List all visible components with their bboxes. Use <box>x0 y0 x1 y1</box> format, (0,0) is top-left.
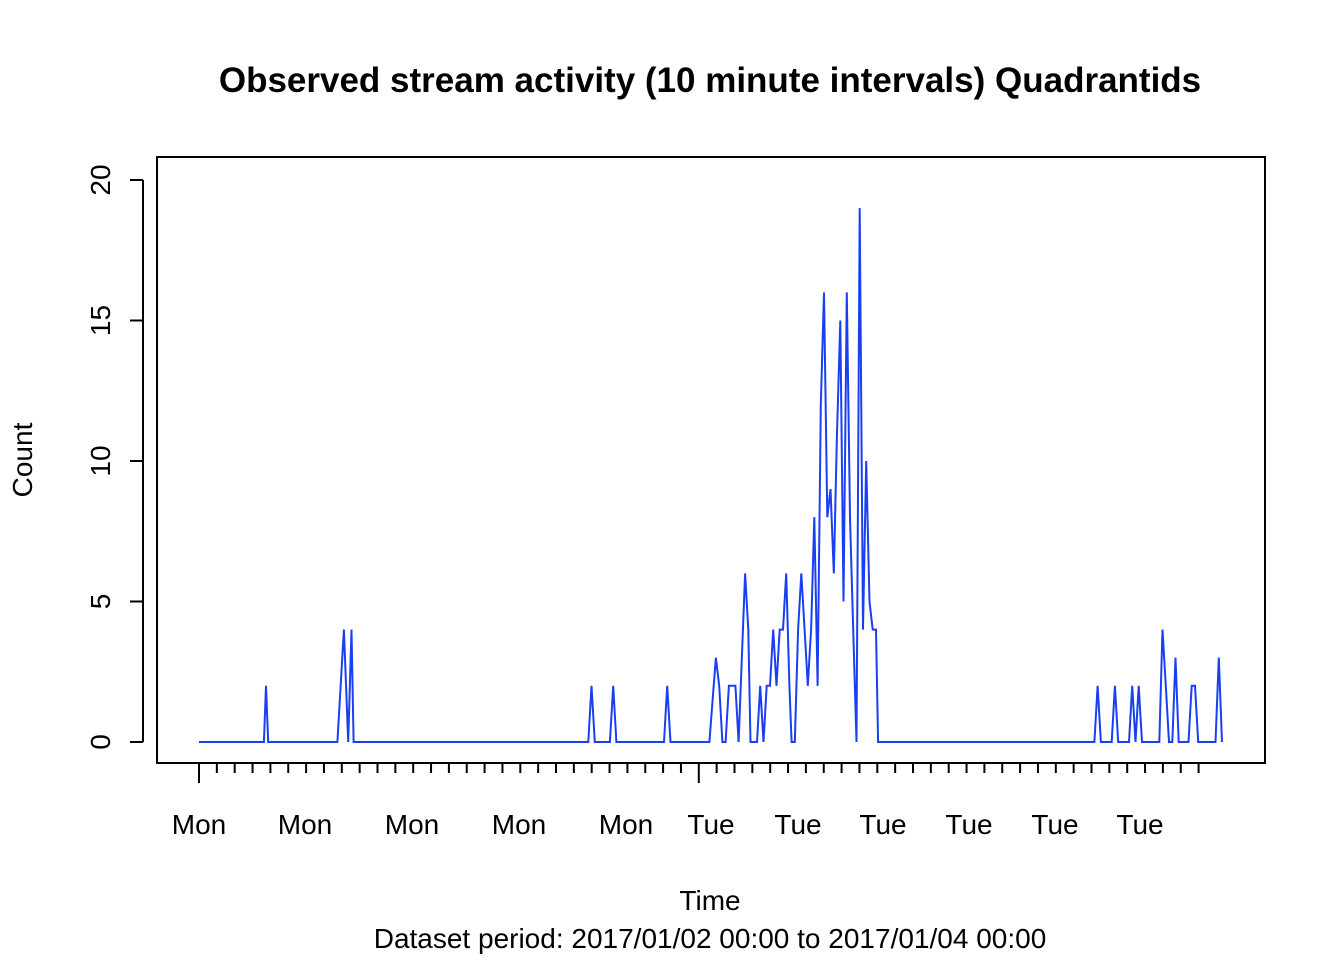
y-tick-label: 10 <box>85 445 116 476</box>
y-axis: 0 5 10 15 20 <box>85 164 144 750</box>
x-tick-label: Mon <box>385 809 439 840</box>
x-tick-label: Mon <box>278 809 332 840</box>
x-tick-label: Mon <box>172 809 226 840</box>
chart-subtitle: Dataset period: 2017/01/02 00:00 to 2017… <box>374 923 1047 954</box>
y-axis-label: Count <box>7 422 38 497</box>
x-axis-label: Time <box>679 885 740 916</box>
y-tick-label: 20 <box>85 164 116 195</box>
x-axis: Mon Mon Mon Mon Mon Tue Tue Tue Tue Tue Tue <box>172 762 1204 840</box>
x-tick-label: Mon <box>492 809 546 840</box>
x-tick-label: Tue <box>1116 809 1163 840</box>
x-tick-label: Tue <box>774 809 821 840</box>
x-tick-label: Tue <box>945 809 992 840</box>
plot-frame <box>156 156 1266 764</box>
y-tick-label: 0 <box>85 734 116 750</box>
chart-title: Observed stream activity (10 minute inte… <box>219 61 1201 100</box>
series-layer <box>199 208 1223 743</box>
series-line <box>199 208 1223 743</box>
y-tick-label: 15 <box>85 305 116 336</box>
x-tick-label: Tue <box>859 809 906 840</box>
y-tick-label: 5 <box>85 594 116 610</box>
x-tick-label: Tue <box>687 809 734 840</box>
x-tick-label: Tue <box>1031 809 1078 840</box>
x-tick-label: Mon <box>599 809 653 840</box>
